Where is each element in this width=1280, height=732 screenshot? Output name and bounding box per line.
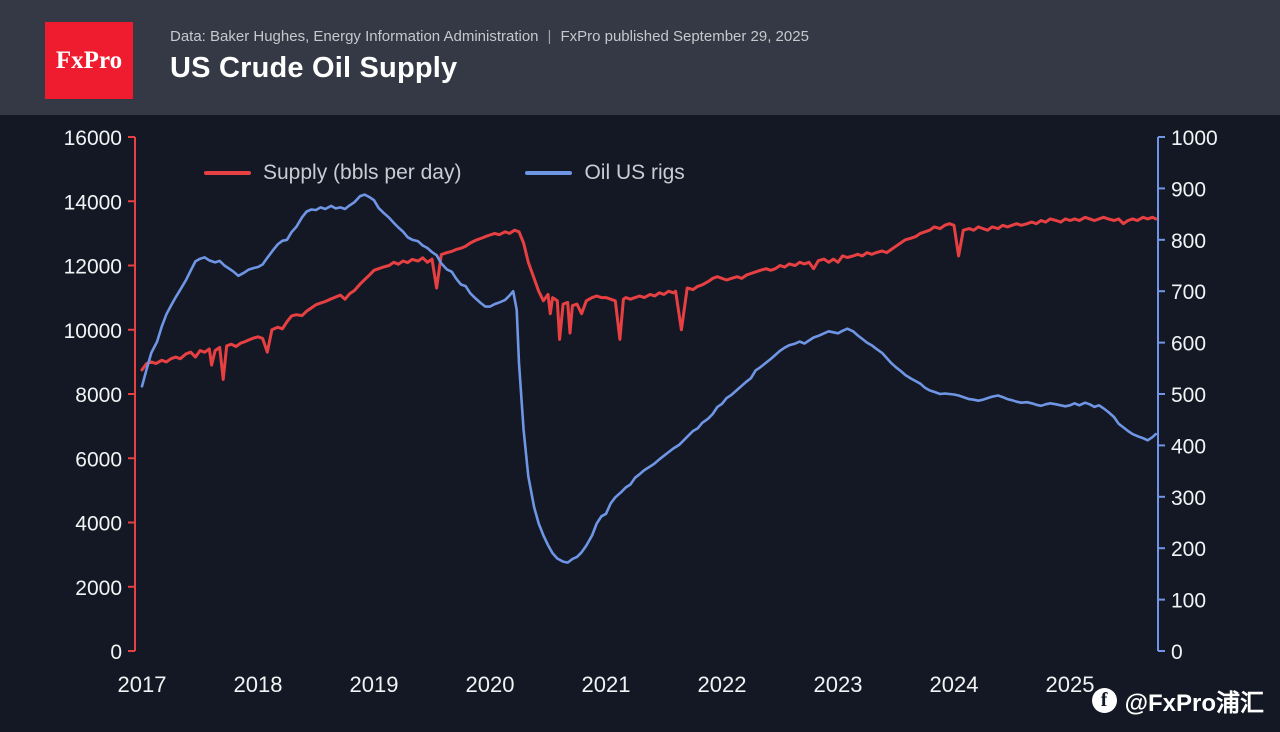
right-axis-tick-label: 600	[1171, 333, 1206, 356]
data-source-text: Data: Baker Hughes, Energy Information A…	[170, 28, 539, 45]
chart-legend: Supply (bbls per day) Oil US rigs	[204, 161, 685, 185]
right-axis-tick-label: 1000	[1171, 127, 1218, 150]
x-axis-tick-label: 2025	[1046, 672, 1095, 697]
left-axis-tick-label: 16000	[64, 127, 122, 150]
x-axis-tick-label: 2020	[466, 672, 515, 697]
right-axis-tick-label: 300	[1171, 487, 1206, 510]
header-text: Data: Baker Hughes, Energy Information A…	[170, 28, 809, 85]
rigs-line-swatch	[525, 171, 573, 175]
published-text: FxPro published September 29, 2025	[560, 28, 809, 45]
watermark: f @FxPro浦汇	[1091, 683, 1264, 718]
x-axis-tick-label: 2022	[698, 672, 747, 697]
left-axis-tick-label: 2000	[75, 577, 122, 600]
left-axis-tick-label: 10000	[64, 320, 122, 343]
left-axis-tick-label: 4000	[75, 513, 122, 536]
x-axis-tick-label: 2017	[118, 672, 167, 697]
right-axis-tick-label: 0	[1171, 641, 1183, 664]
left-axis-tick-label: 12000	[64, 256, 122, 279]
page-title: US Crude Oil Supply	[170, 52, 458, 84]
supply-legend-label: Supply (bbls per day)	[263, 161, 462, 184]
header-bar: FxPro Data: Baker Hughes, Energy Informa…	[0, 0, 1280, 115]
data-source-line: Data: Baker Hughes, Energy Information A…	[170, 28, 809, 45]
x-axis-tick-label: 2024	[930, 672, 979, 697]
left-axis-tick-label: 6000	[75, 448, 122, 471]
fxpro-social-handle: @FxPro浦汇	[1124, 690, 1264, 717]
left-axis-tick-label: 0	[110, 641, 122, 664]
right-axis-tick-label: 500	[1171, 384, 1206, 407]
x-axis-tick-label: 2023	[814, 672, 863, 697]
chart-area: 0 2000 4000 6000 8000 10000 12000 14000 16000 0 10…	[0, 115, 1280, 732]
fxpro-logo-text: FxPro	[55, 46, 123, 74]
supply-line-swatch	[204, 171, 251, 175]
rigs-legend-label: Oil US rigs	[584, 161, 685, 184]
left-axis-tick-label: 14000	[64, 191, 122, 214]
legend-item-supply: Supply (bbls per day)	[204, 161, 461, 185]
left-axis-tick-label: 8000	[75, 384, 122, 407]
rigs-series-line	[140, 193, 1158, 564]
divider: |	[547, 28, 552, 45]
right-axis-tick-label: 400	[1171, 435, 1206, 458]
x-axis-tick-label: 2018	[234, 672, 283, 697]
supply-series-line	[140, 215, 1158, 381]
x-axis-tick-label: 2019	[350, 672, 399, 697]
right-axis-tick-label: 900	[1171, 178, 1206, 201]
supply-rigs-chart: 0 2000 4000 6000 8000 10000 12000 14000 16000 0 10…	[64, 127, 1218, 697]
right-axis-tick-label: 800	[1171, 230, 1206, 253]
right-axis-tick-label: 100	[1171, 590, 1206, 613]
right-axis-tick-label: 700	[1171, 281, 1206, 304]
facebook-icon: f	[1091, 688, 1117, 713]
x-axis-tick-label: 2021	[582, 672, 631, 697]
fxpro-logo: FxPro	[45, 22, 133, 99]
right-axis-tick-label: 200	[1171, 538, 1206, 561]
legend-item-rigs: Oil US rigs	[525, 161, 685, 185]
